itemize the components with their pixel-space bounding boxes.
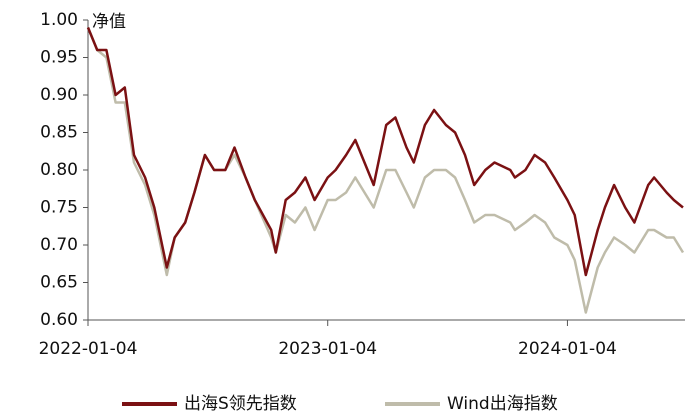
y-tick-label: 0.65 [40, 273, 78, 293]
y-tick-label: 0.80 [40, 160, 78, 180]
y-tick-label: 0.85 [40, 123, 78, 143]
x-tick-label: 2023-01-04 [278, 339, 377, 359]
x-tick-label: 2022-01-04 [39, 339, 138, 359]
series-line [86, 27, 684, 277]
y-tick-label: 0.60 [40, 310, 78, 330]
y-tick-label: 0.95 [40, 48, 78, 68]
y-tick-label: 0.90 [40, 85, 78, 105]
y-tick-label: 0.70 [40, 235, 78, 255]
y-tick-label: 1.00 [40, 10, 78, 30]
y-axis-label: 净值 [92, 12, 126, 32]
series-line [86, 27, 685, 314]
x-tick-label: 2024-01-04 [518, 339, 617, 359]
legend-label: 出海S领先指数 [184, 394, 297, 414]
legend-label: Wind出海指数 [447, 394, 558, 414]
y-tick-label: 0.75 [40, 198, 78, 218]
